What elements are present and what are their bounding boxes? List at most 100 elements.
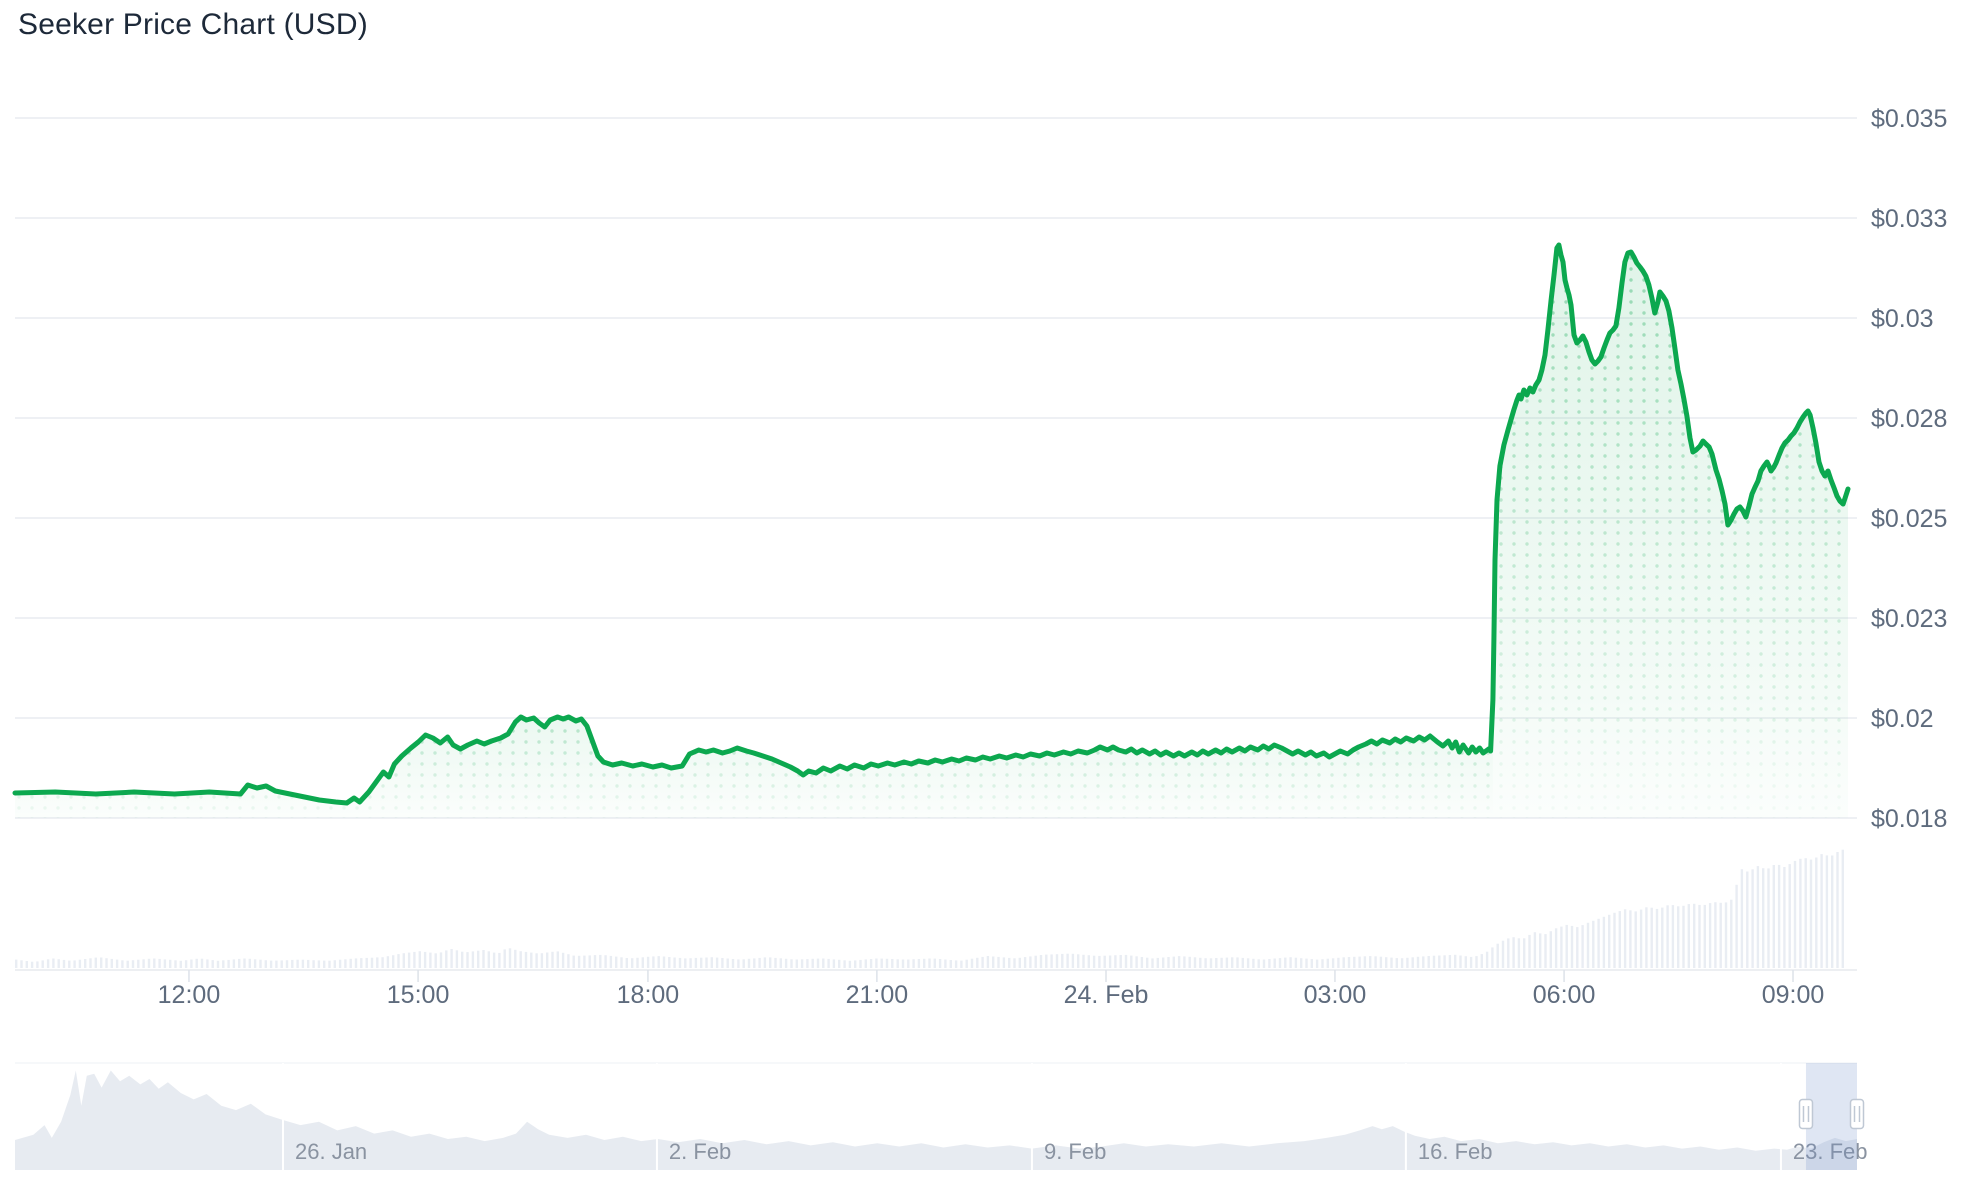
volume-bar bbox=[1034, 955, 1037, 968]
x-axis-label: 15:00 bbox=[387, 981, 450, 1009]
volume-bar bbox=[291, 959, 294, 968]
volume-bar bbox=[1809, 859, 1813, 968]
volume-bar bbox=[572, 955, 575, 968]
volume-bar bbox=[1002, 957, 1006, 968]
navigator: 26. Jan 2. Feb 9. Feb 16. Feb 23. Feb bbox=[15, 1062, 1868, 1171]
volume-bar bbox=[1315, 959, 1319, 968]
volume-bar bbox=[206, 959, 209, 968]
volume-bar bbox=[1597, 918, 1600, 968]
volume-bar bbox=[1608, 914, 1611, 968]
navigator-date-label: 16. Feb bbox=[1418, 1139, 1493, 1164]
volume-bar bbox=[700, 957, 703, 968]
x-axis-label: 12:00 bbox=[158, 981, 221, 1009]
volume-bar bbox=[530, 952, 533, 968]
volume-bar bbox=[986, 956, 990, 968]
volume-bar bbox=[928, 958, 931, 968]
x-axis-label: 06:00 bbox=[1533, 981, 1596, 1009]
volume-bar bbox=[540, 953, 544, 968]
volume-bar bbox=[1746, 871, 1749, 968]
volume-bar bbox=[338, 959, 342, 968]
volume-bar bbox=[1629, 910, 1632, 968]
volume-bar bbox=[583, 955, 586, 968]
volume-bar bbox=[1289, 957, 1292, 968]
navigator-handle-right[interactable] bbox=[1849, 1098, 1865, 1130]
volume-bar bbox=[1220, 957, 1223, 968]
volume-bar bbox=[1119, 955, 1122, 968]
volume-bar bbox=[1432, 955, 1436, 968]
volume-bar bbox=[1305, 958, 1308, 968]
volume-bar bbox=[694, 957, 698, 968]
volume-bar bbox=[1528, 934, 1531, 968]
volume-bar bbox=[280, 960, 283, 968]
volume-bar bbox=[726, 958, 729, 968]
volume-bar bbox=[78, 959, 82, 968]
volume-bar bbox=[344, 959, 347, 968]
volume-bar bbox=[434, 953, 437, 968]
volume-bar bbox=[970, 958, 974, 968]
volume-bar bbox=[312, 960, 315, 968]
volume-bar bbox=[1772, 865, 1775, 968]
volume-bar bbox=[1236, 957, 1239, 968]
volume-bar bbox=[211, 960, 214, 968]
volume-bar bbox=[455, 950, 459, 968]
navigator-selected-range[interactable] bbox=[1805, 1063, 1857, 1170]
volume-bar bbox=[811, 958, 814, 968]
volume-bar bbox=[1018, 957, 1021, 968]
volume-bar bbox=[94, 957, 97, 968]
volume-bar bbox=[933, 958, 936, 968]
volume-bar bbox=[705, 957, 708, 968]
volume-bar bbox=[1841, 849, 1844, 968]
volume-bar bbox=[354, 958, 358, 968]
volume-bar bbox=[174, 960, 177, 968]
volume-bar bbox=[1029, 956, 1032, 968]
volume-bar bbox=[1501, 940, 1505, 968]
navigator-series[interactable] bbox=[15, 1070, 1857, 1171]
volume-bar bbox=[1092, 955, 1096, 968]
volume-bar bbox=[407, 952, 411, 968]
volume-bar bbox=[609, 955, 613, 968]
volume-bar bbox=[662, 956, 666, 968]
volume-bar bbox=[763, 957, 767, 968]
volume-bar bbox=[275, 960, 278, 968]
volume-bar bbox=[848, 960, 852, 968]
volume-bar bbox=[784, 958, 788, 968]
volume-bar bbox=[365, 957, 368, 968]
volume-bar bbox=[1724, 902, 1728, 968]
y-axis-label: $0.033 bbox=[1871, 205, 1947, 233]
volume-bar bbox=[131, 960, 135, 968]
volume-bar bbox=[588, 955, 591, 968]
volume-bar bbox=[1480, 954, 1483, 968]
volume-bar bbox=[769, 957, 772, 968]
x-axis-label: 18:00 bbox=[617, 981, 680, 1009]
volume-bar bbox=[1337, 957, 1340, 968]
volume-bar bbox=[89, 958, 92, 968]
x-axis-label: 03:00 bbox=[1304, 981, 1367, 1009]
volume-bar bbox=[1082, 954, 1085, 968]
volume-bar bbox=[1661, 907, 1664, 968]
volume-bar bbox=[646, 956, 650, 968]
volume-bar bbox=[938, 959, 942, 968]
volume-bar bbox=[1050, 954, 1053, 968]
volume-bar bbox=[179, 960, 182, 968]
volume-bar bbox=[859, 959, 862, 968]
volume-bar bbox=[822, 958, 825, 968]
volume-bar bbox=[838, 959, 841, 968]
navigator-handle-left[interactable] bbox=[1798, 1098, 1814, 1130]
volume-bar bbox=[668, 957, 671, 968]
volume-bar bbox=[1193, 957, 1197, 968]
volume-bar bbox=[1278, 958, 1282, 968]
volume-bar bbox=[673, 957, 676, 968]
volume-bar bbox=[1703, 904, 1706, 968]
volume-bar bbox=[1602, 916, 1606, 968]
volume-bar bbox=[381, 957, 384, 968]
volume-bar bbox=[816, 958, 820, 968]
volume-bar bbox=[126, 960, 129, 968]
volume-bar bbox=[1390, 957, 1393, 968]
volume-bar bbox=[1698, 904, 1701, 968]
volume-bar bbox=[1183, 956, 1186, 968]
volume-bar bbox=[402, 953, 405, 968]
volume-bar bbox=[1751, 869, 1754, 968]
volume-bar bbox=[737, 959, 740, 968]
volume-bar bbox=[832, 959, 836, 968]
